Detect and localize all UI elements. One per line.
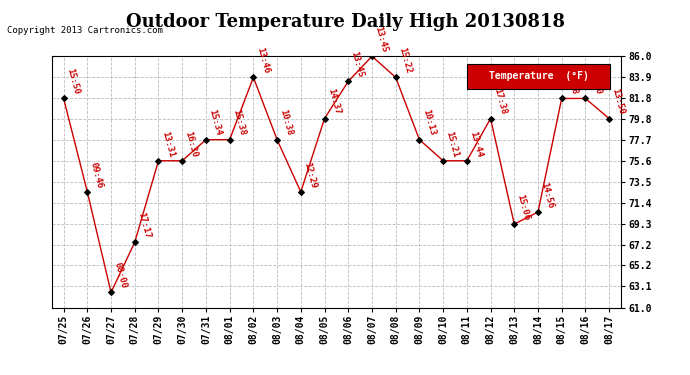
Point [343, 78, 354, 84]
Text: 14:56: 14:56 [540, 181, 555, 209]
Point [106, 290, 117, 296]
Point [366, 53, 377, 59]
Text: 10:38: 10:38 [279, 109, 294, 137]
Text: 15:06: 15:06 [515, 193, 531, 221]
Point [580, 96, 591, 102]
Text: 13:31: 13:31 [160, 130, 175, 158]
Text: 10:13: 10:13 [421, 109, 437, 137]
Point [533, 209, 544, 215]
Text: 15:50: 15:50 [65, 68, 81, 96]
Point [509, 221, 520, 227]
Text: Copyright 2013 Cartronics.com: Copyright 2013 Cartronics.com [7, 26, 163, 35]
Text: 12:38: 12:38 [563, 68, 579, 96]
Text: Outdoor Temperature Daily High 20130818: Outdoor Temperature Daily High 20130818 [126, 13, 564, 31]
Text: 13:44: 13:44 [469, 130, 484, 158]
Point [224, 136, 235, 142]
Point [82, 189, 93, 195]
Text: 10:50: 10:50 [586, 68, 602, 96]
Point [604, 116, 615, 122]
Text: 13:45: 13:45 [373, 25, 389, 54]
Point [58, 96, 69, 102]
Text: 13:50: 13:50 [611, 87, 627, 116]
Text: 17:38: 17:38 [492, 87, 508, 116]
Text: 14:37: 14:37 [326, 87, 342, 116]
Text: 08:00: 08:00 [112, 261, 128, 290]
Point [414, 136, 425, 142]
Text: 13:46: 13:46 [255, 46, 270, 75]
Point [248, 74, 259, 80]
Text: 16:30: 16:30 [184, 130, 199, 158]
Point [556, 96, 567, 102]
Text: Temperature  (°F): Temperature (°F) [489, 71, 589, 81]
Text: 12:29: 12:29 [302, 161, 318, 189]
Point [200, 136, 211, 142]
FancyBboxPatch shape [467, 64, 609, 89]
Point [177, 158, 188, 164]
Point [153, 158, 164, 164]
Text: 09:46: 09:46 [89, 161, 104, 189]
Point [272, 136, 283, 142]
Point [462, 158, 473, 164]
Text: 15:22: 15:22 [397, 46, 413, 75]
Text: 15:34: 15:34 [207, 109, 223, 137]
Text: 13:45: 13:45 [350, 50, 365, 79]
Point [295, 189, 306, 195]
Text: 15:21: 15:21 [444, 130, 460, 158]
Point [437, 158, 448, 164]
Point [319, 116, 330, 122]
Point [390, 74, 401, 80]
Point [485, 116, 496, 122]
Point [129, 239, 140, 245]
Text: 15:38: 15:38 [231, 109, 247, 137]
Text: 17:17: 17:17 [136, 211, 152, 239]
